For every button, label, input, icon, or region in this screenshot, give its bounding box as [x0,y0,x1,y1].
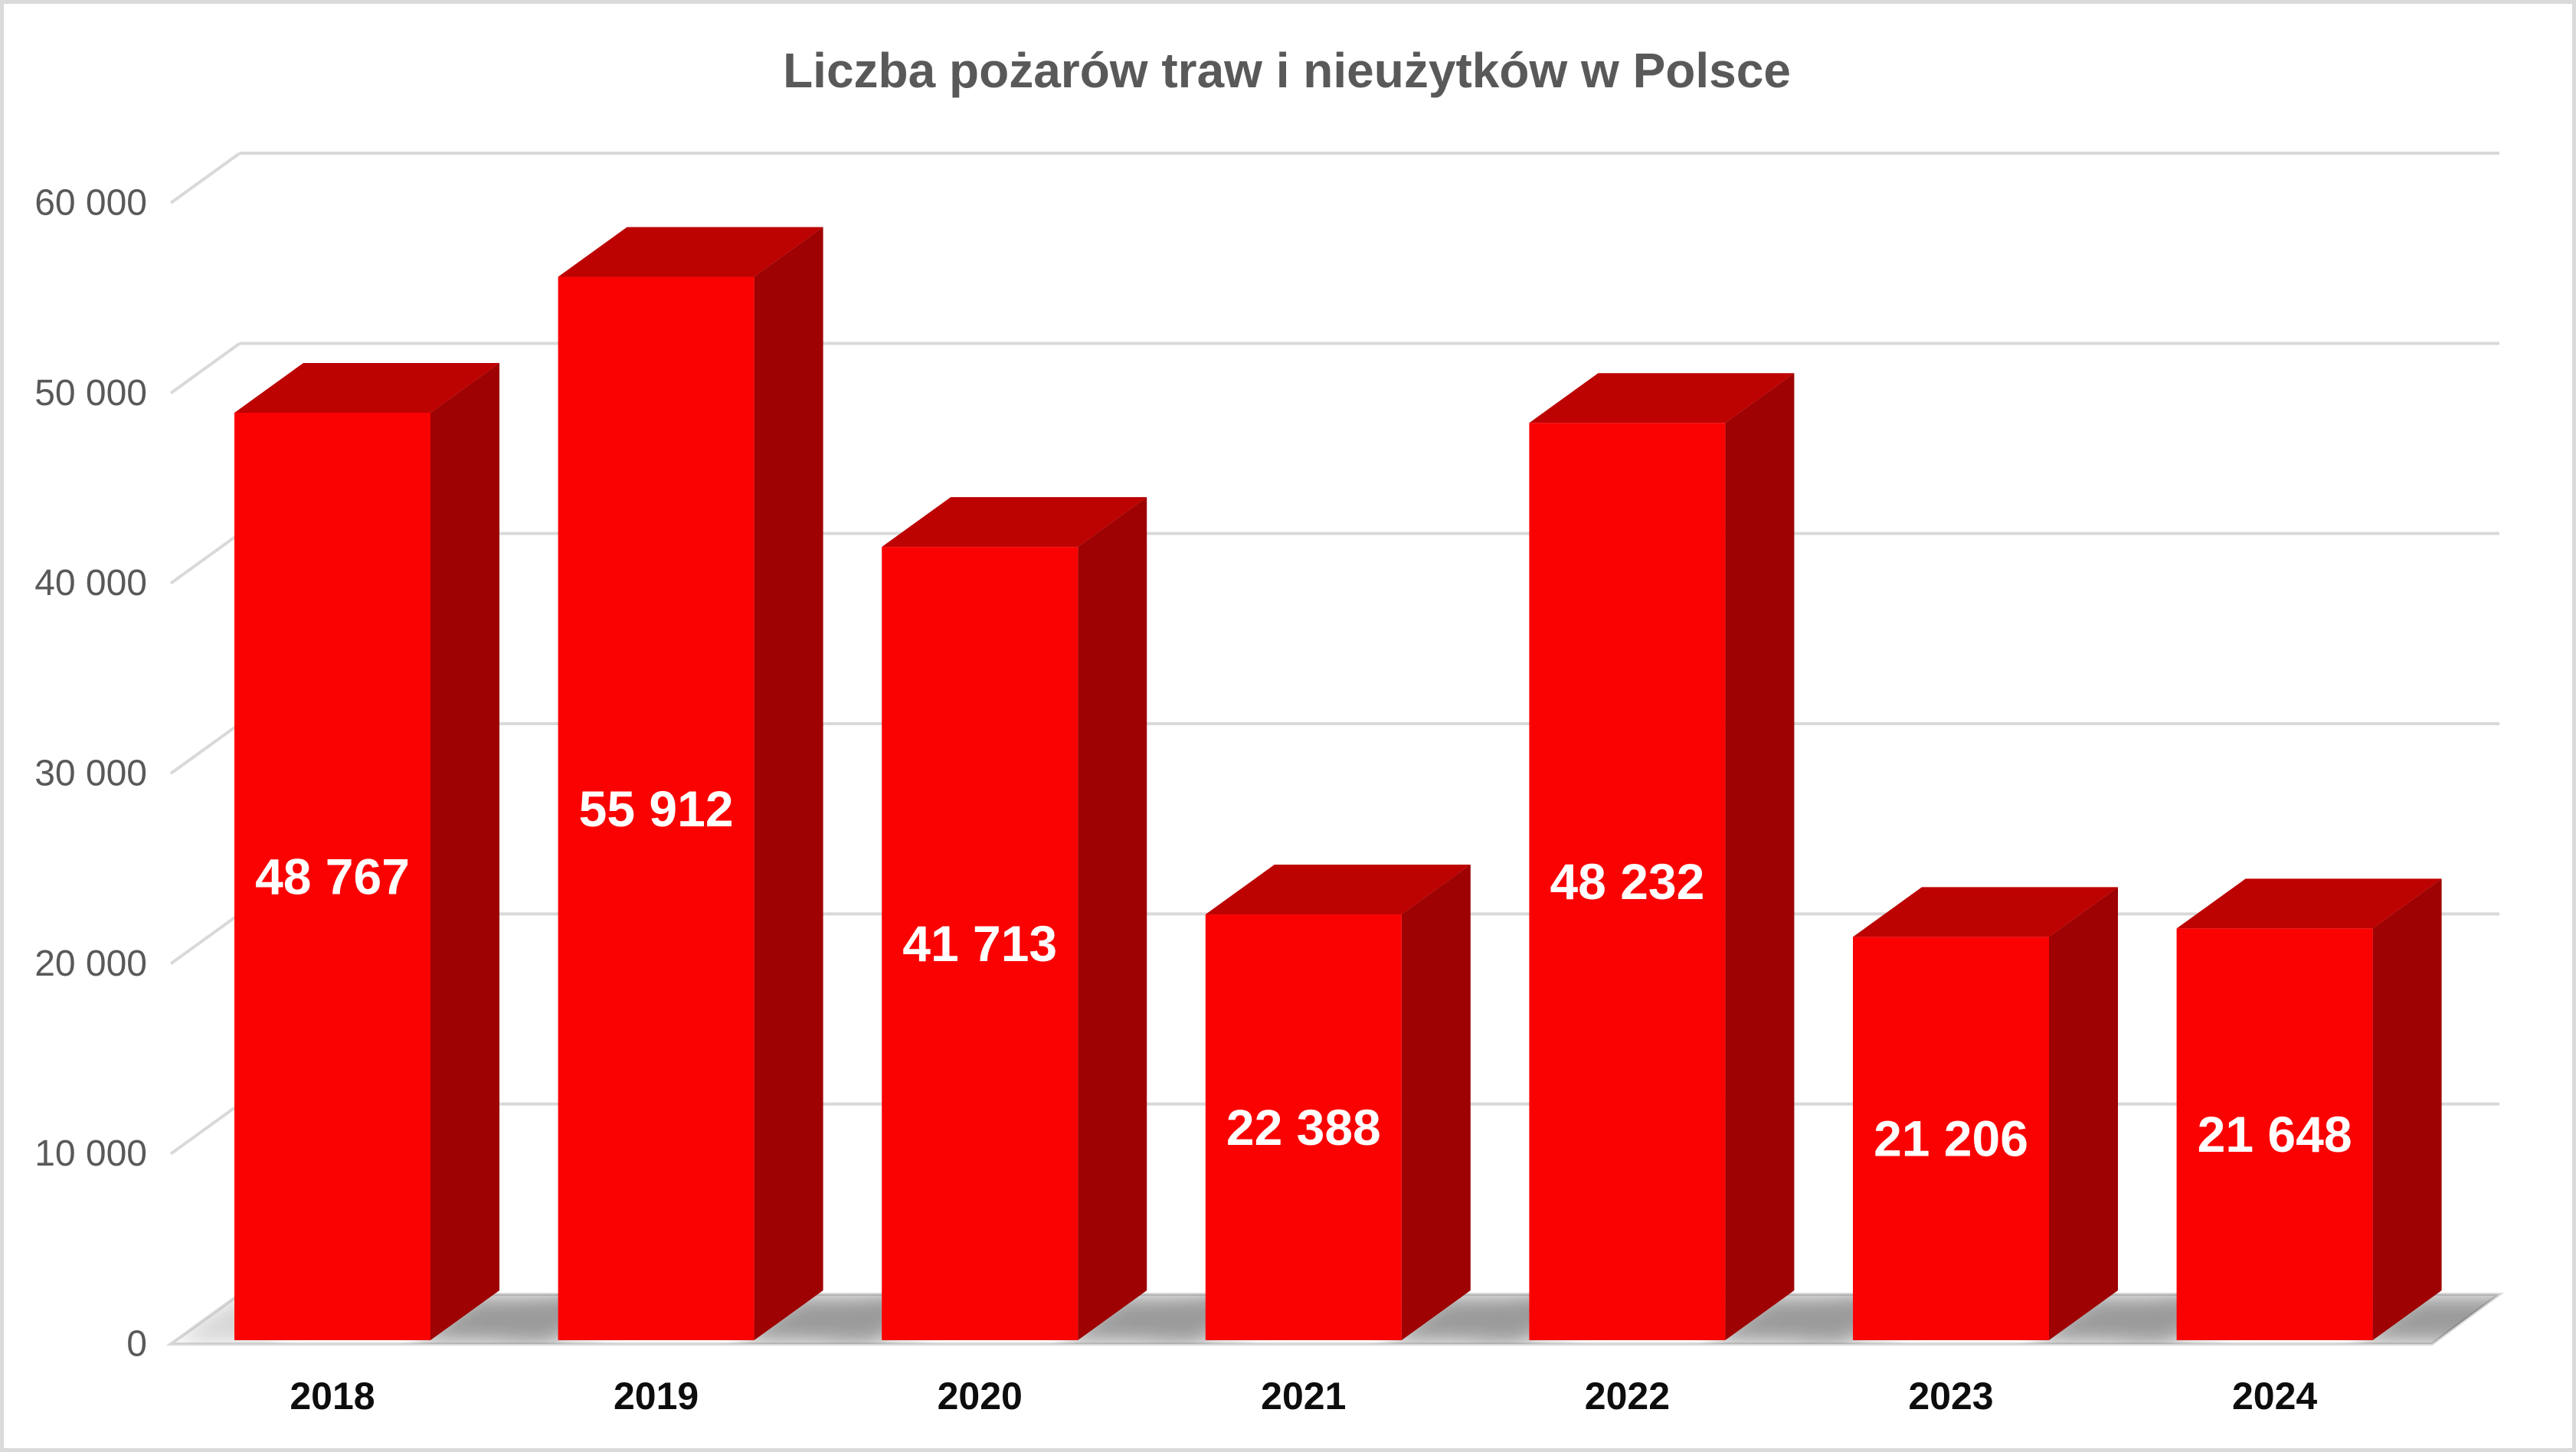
bar-2021 [1205,865,1471,1340]
bar-side-face [754,227,823,1340]
bar-value-label: 21 206 [1874,1110,2028,1167]
x-category-label: 2024 [2232,1375,2317,1418]
data-labels: 48 767 55 912 41 713 22 388 48 232 21 206 21 6… [255,780,2352,1167]
bar-side-face [1078,497,1147,1340]
bar-front-face [882,547,1079,1340]
bar-value-label: 55 912 [579,780,734,837]
x-category-label: 2022 [1585,1375,1670,1418]
bar-side-face [1725,373,1795,1341]
gridline-diagonal [169,342,241,394]
y-tick-label: 40 000 [34,563,147,603]
y-axis-labels: 0 10 000 20 000 30 000 40 000 50 000 60 000 [34,183,147,1365]
bars [234,227,2442,1341]
x-category-label: 2018 [290,1375,375,1418]
chart-title: Liczba pożarów traw i nieużytków w Polsc… [783,43,1791,98]
x-category-label: 2023 [1908,1375,1993,1418]
x-axis-labels: 2018 2019 2020 2021 2022 2023 2024 [290,1375,2317,1418]
y-tick-label: 30 000 [34,754,147,794]
gridline-diagonal [169,912,241,965]
bar-front-face [2176,928,2373,1340]
bar-top-face [234,362,499,413]
gridline-diagonal [169,1103,241,1156]
x-category-label: 2019 [614,1375,699,1418]
gridline-diagonal [169,722,241,775]
bar-front-face [1205,914,1402,1340]
bar-2019 [558,227,823,1340]
bar-top-face [1853,887,2118,937]
bar-2023 [1853,887,2118,1340]
y-tick-label: 60 000 [34,183,147,224]
bar-side-face [1401,865,1471,1340]
bar-side-face [2049,887,2118,1340]
bar-2022 [1529,373,1795,1341]
gridline-diagonal [169,152,241,204]
x-category-label: 2021 [1261,1375,1346,1418]
y-tick-label: 50 000 [34,373,147,414]
gridline-diagonal [169,532,241,585]
bar-value-label: 48 232 [1550,853,1704,910]
bar-front-face [1529,423,1726,1340]
bar-value-label: 48 767 [255,848,410,904]
bar-top-face [558,227,823,277]
bar-value-label: 41 713 [902,915,1057,972]
bar-value-label: 22 388 [1226,1099,1381,1156]
bar-top-face [882,497,1147,548]
x-category-label: 2020 [938,1375,1023,1418]
y-tick-label: 10 000 [34,1133,147,1174]
bar-top-face [1529,373,1795,424]
bar-2018 [234,362,499,1340]
bar-side-face [430,362,499,1340]
bar-top-face [1205,865,1471,915]
bar-top-face [2176,878,2442,929]
y-tick-label: 0 [126,1324,147,1365]
bar-front-face [234,412,430,1340]
y-tick-label: 20 000 [34,943,147,984]
bar-front-face [1853,937,2049,1340]
bar-value-label: 21 648 [2198,1106,2352,1163]
bar-front-face [558,276,754,1340]
bar-2024 [2176,878,2442,1340]
bar-side-face [2372,878,2442,1340]
bar-2020 [882,497,1147,1340]
